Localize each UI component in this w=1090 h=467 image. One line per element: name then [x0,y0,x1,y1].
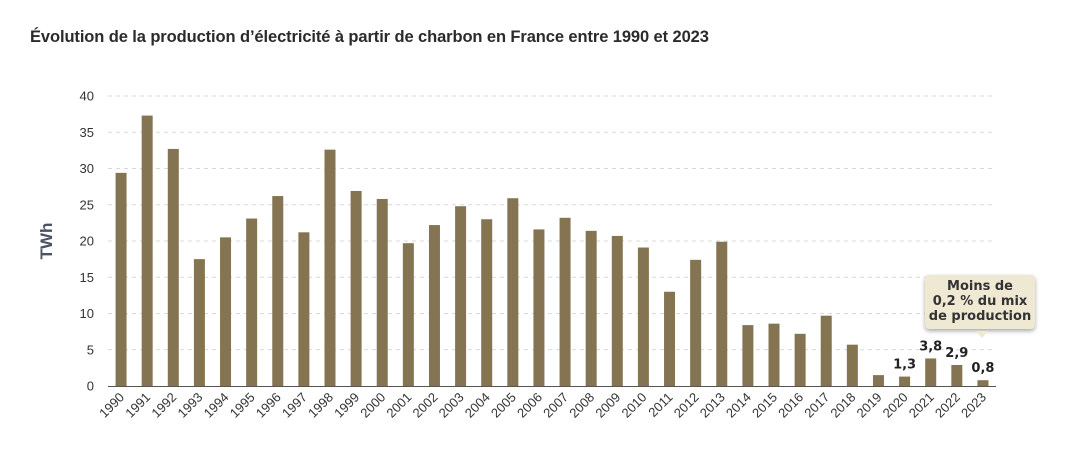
x-tick-label: 1993 [174,390,205,421]
bar-1996 [272,196,284,386]
bars [115,115,989,386]
bar-1994 [220,237,232,386]
data-label-2020: 1,3 [893,358,916,373]
bar-2011 [664,291,676,386]
x-tick-label: 2000 [357,390,388,421]
bar-1995 [246,218,258,386]
x-tick-label: 1999 [331,390,362,421]
bar-2007 [559,217,571,386]
bar-2003 [455,206,467,386]
data-label-2022: 2,9 [945,346,968,361]
bar-1999 [350,190,362,386]
x-tick-label: 2017 [801,390,832,421]
annotation-callout: Moins de 0,2 % du mix de production [925,275,1035,329]
bar-1997 [298,232,310,386]
x-tick-label: 2009 [592,390,623,421]
x-tick-label: 2022 [932,390,963,421]
y-tick-label: 15 [80,270,94,285]
bar-2002 [428,225,440,386]
x-tick-label: 1992 [148,390,179,421]
bar-2021 [925,358,937,386]
x-tick-label: 1996 [253,390,284,421]
y-tick-label: 35 [80,125,94,140]
bar-2020 [899,376,911,386]
bar-2000 [376,198,388,386]
x-tick-label: 2001 [383,390,414,421]
bar-2006 [533,229,545,386]
data-label-2023: 0,8 [971,361,994,376]
x-tick-label: 2020 [880,390,911,421]
data-labels: 1,33,8 2,90,8 [893,339,994,376]
x-tick-label: 2005 [488,390,519,421]
bar-2004 [481,219,493,386]
bar-2018 [846,344,858,386]
bar-2001 [402,243,414,386]
x-tick-label: 1994 [201,390,232,421]
bar-1993 [193,259,205,386]
x-tick-label: 2015 [749,390,780,421]
bar-2017 [820,315,832,386]
x-tick-label: 2016 [775,390,806,421]
bar-1992 [167,148,179,386]
x-tick-label: 1990 [96,390,127,421]
x-tick-label: 2021 [906,390,937,421]
x-tick-label: 2007 [540,390,571,421]
x-tick-label: 1997 [279,390,310,421]
x-tick-label: 2011 [645,390,675,420]
y-tick-label: 10 [80,306,94,321]
y-tick-label: 20 [80,234,94,249]
y-tick-label: 30 [80,161,94,176]
y-axis-label: TWh [37,223,56,260]
bar-1990 [115,172,127,386]
x-tick-label: 2018 [827,390,858,421]
y-tick-label: 5 [87,342,94,357]
bar-2013 [716,241,728,386]
x-tick-label: 2006 [514,390,545,421]
y-tick-label: 25 [80,197,94,212]
bar-2009 [611,235,623,386]
bar-2019 [872,375,884,386]
bar-1991 [141,115,153,386]
x-tick-label: 2013 [697,390,728,421]
annotation-line-2: 0,2 % du mix [932,294,1028,309]
bar-2016 [794,333,806,386]
annotation-line-3: de production [928,309,1032,324]
bar-1998 [324,149,336,386]
bar-2005 [507,198,519,386]
x-tick-label: 1995 [227,390,258,421]
x-tick-label: 1991 [122,390,153,421]
chart-title: Évolution de la production d’électricité… [30,28,709,46]
bar-2015 [768,323,780,386]
x-tick-label: 2003 [436,390,467,421]
annotation-arrow [976,331,988,338]
x-tick-label: 2012 [671,390,702,421]
bar-2008 [585,230,597,386]
y-tick-label: 40 [80,89,94,104]
x-tick-label: 2023 [958,390,989,421]
x-tick-label: 2002 [410,390,441,421]
x-tick-label: 2010 [618,390,649,421]
x-tick-label: 2014 [723,390,754,421]
x-axis-ticks: 1990199119921993199419951996199719981999… [96,390,989,421]
bar-2022 [951,364,963,386]
data-label-2021: 3,8 [919,339,942,354]
x-tick-label: 2008 [566,390,597,421]
x-tick-label: 2004 [462,390,493,421]
x-tick-label: 1998 [305,390,336,421]
bar-2010 [637,247,649,386]
bar-2023 [977,380,989,386]
bar-2012 [690,259,702,386]
annotation-line-1: Moins de [947,279,1013,294]
y-tick-label: 0 [87,379,94,394]
bar-2014 [742,325,754,386]
x-tick-label: 2019 [854,390,885,421]
y-axis-ticks: 0 5 10 15 20 25 30 35 40 [80,89,94,394]
gridlines [108,95,996,351]
